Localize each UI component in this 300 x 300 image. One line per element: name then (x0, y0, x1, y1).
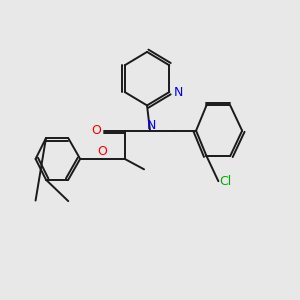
Text: Cl: Cl (220, 175, 232, 188)
Text: O: O (92, 124, 101, 137)
Text: N: N (147, 119, 156, 132)
Text: N: N (174, 85, 184, 98)
Text: O: O (98, 145, 107, 158)
